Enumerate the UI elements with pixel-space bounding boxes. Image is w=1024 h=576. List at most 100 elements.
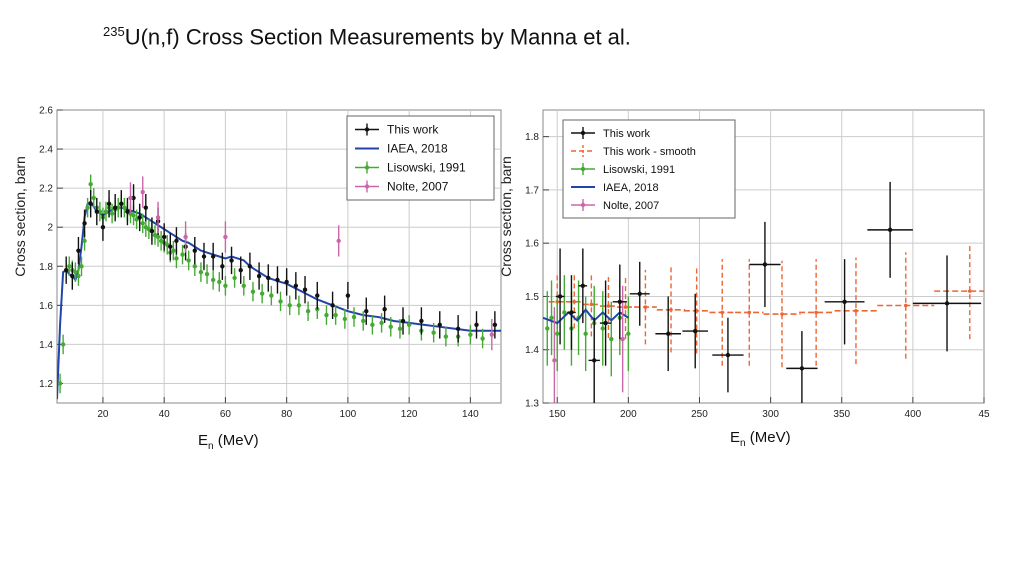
chart-2-ytick-label-1: 1.4 bbox=[525, 345, 539, 356]
chart-1-lisowski-point-6 bbox=[76, 273, 81, 279]
chart-1-this_work-point-37 bbox=[382, 307, 387, 312]
chart-2-smooth-point-4 bbox=[623, 305, 628, 309]
chart-1-this_work-point-6 bbox=[100, 225, 106, 230]
chart-1-lisowski-point-5 bbox=[73, 269, 78, 275]
chart-1-this_work-point-8 bbox=[112, 205, 118, 210]
chart-2-lisowski-point-2 bbox=[555, 331, 560, 336]
chart-2-legend-label-1: This work - smooth bbox=[603, 146, 696, 158]
chart-2-lisowski-point-3 bbox=[562, 310, 567, 315]
chart-1-this_work-point-39 bbox=[419, 318, 424, 324]
chart-1-lisowski-point-64 bbox=[388, 324, 393, 330]
chart-1-this_work-point-33 bbox=[315, 293, 320, 298]
chart-1-this_work-point-25 bbox=[238, 267, 243, 273]
chart-1-ytick-label-3: 1.8 bbox=[39, 262, 53, 273]
chart-2-lisowski-point-9 bbox=[609, 336, 614, 342]
chart-1-this_work-point-23 bbox=[220, 264, 225, 269]
chart-1-this_work-point-20 bbox=[192, 248, 197, 253]
chart-1-lisowski-point-17 bbox=[109, 211, 115, 216]
chart-1-ytick-label-1: 1.4 bbox=[39, 340, 53, 351]
chart-1-lisowski-point-24 bbox=[131, 213, 136, 218]
chart-1-legend-dot-3 bbox=[364, 184, 370, 189]
chart-1-this_work-point-30 bbox=[284, 279, 289, 285]
chart-2-legend-label-4: Nolte, 2007 bbox=[603, 200, 659, 212]
chart-2-smooth-point-8 bbox=[720, 310, 725, 315]
chart1-xlabel-main: E bbox=[198, 432, 209, 449]
chart-2-this_work-point-5 bbox=[617, 299, 623, 304]
chart2-xlabel-unit: (MeV) bbox=[745, 429, 791, 446]
chart-2-this_work-point-10 bbox=[762, 262, 768, 267]
chart-1-lisowski-point-47 bbox=[232, 275, 237, 281]
chart-1-this_work-point-28 bbox=[266, 275, 271, 281]
chart-2-this_work-point-3 bbox=[592, 358, 597, 363]
chart-2-smooth-point-3 bbox=[606, 304, 611, 308]
chart-1-lisowski-point-58 bbox=[333, 312, 338, 318]
chart-1-legend: This work IAEA, 2018 Lisowski, 1991 Nolte, … bbox=[346, 115, 495, 201]
chart-1-lisowski-point-49 bbox=[250, 289, 256, 294]
chart-1-lisowski-point-9 bbox=[85, 205, 90, 210]
chart-2-xtick-label-2: 250 bbox=[691, 409, 708, 420]
chart-1-lisowski-point-45 bbox=[217, 279, 222, 285]
chart-1-ytick-label-7: 2.6 bbox=[39, 106, 53, 117]
chart-1-nolte-point-4 bbox=[223, 234, 228, 240]
chart-1-ytick-label-4: 2 bbox=[47, 223, 53, 234]
chart-1-this_work-point-36 bbox=[364, 308, 369, 314]
chart-1-this_work-point-29 bbox=[275, 277, 280, 283]
chart-1-iaea-line bbox=[57, 200, 501, 400]
chart-2-this_work-point-2 bbox=[580, 283, 586, 288]
chart-1-lisowski-point-0 bbox=[57, 381, 63, 386]
chart2-xlabel-sub: n bbox=[740, 438, 746, 449]
chart-1-this_work-point-2 bbox=[76, 248, 81, 253]
chart-1-nolte-point-5 bbox=[336, 238, 341, 244]
chart-1-this_work-point-4 bbox=[88, 201, 93, 206]
chart-1-nolte-point-0 bbox=[128, 195, 133, 201]
chart-1-ytick-label-2: 1.6 bbox=[39, 301, 53, 312]
chart-2-smooth-point-2 bbox=[589, 302, 594, 307]
chart-1-lisowski-point-57 bbox=[324, 312, 329, 318]
chart-2-this_work-point-1 bbox=[569, 310, 574, 315]
chart-2-smooth-point-5 bbox=[643, 305, 648, 309]
chart-1-lisowski-point-55 bbox=[305, 308, 311, 314]
chart-1-nolte-point-1 bbox=[140, 189, 145, 195]
chart-1-legend-label-3: Nolte, 2007 bbox=[387, 180, 449, 194]
chart-1-lisowski-point-61 bbox=[361, 318, 366, 324]
chart-1-this_work-point-31 bbox=[293, 283, 299, 288]
chart-1-lisowski-point-1 bbox=[60, 342, 66, 347]
chart-1-this_work-point-3 bbox=[82, 221, 87, 226]
chart-1-this_work-point-43 bbox=[492, 322, 498, 328]
chart-1-nolte-point-6 bbox=[489, 332, 495, 337]
chart-1-this_work-point-1 bbox=[70, 273, 75, 279]
chart-2-this_work-point-11 bbox=[799, 366, 805, 371]
chart-2-legend-dot-2 bbox=[580, 166, 586, 172]
chart-2-iaea-line bbox=[543, 308, 629, 325]
chart-1-this_work-point-0 bbox=[63, 267, 69, 273]
chart-2-xtick-label-1: 200 bbox=[620, 409, 637, 420]
chart-1-this_work-point-26 bbox=[247, 264, 253, 269]
chart-1-xtick-label-1: 40 bbox=[159, 409, 171, 420]
chart-1-xtick-label-5: 120 bbox=[401, 409, 418, 420]
chart1-xlabel-sub: n bbox=[208, 441, 214, 452]
chart2-xlabel: En (MeV) bbox=[730, 429, 791, 449]
chart-1-lisowski-point-66 bbox=[406, 322, 412, 328]
chart-2-ytick-label-0: 1.3 bbox=[525, 399, 539, 410]
chart-1-xtick-label-3: 80 bbox=[281, 409, 293, 420]
chart-1-this_work-point-22 bbox=[210, 254, 216, 259]
chart-1-lisowski-point-21 bbox=[122, 205, 127, 210]
chart-2-smooth-point-6 bbox=[669, 307, 673, 312]
chart-1-lisowski-point-44 bbox=[210, 277, 216, 283]
chart-1-this_work-point-10 bbox=[125, 209, 130, 214]
chart-1-data-area bbox=[57, 174, 501, 400]
chart-2-nolte-point-1 bbox=[620, 336, 625, 342]
chart-1-lisowski-point-59 bbox=[342, 316, 348, 322]
chart-1-this_work-point-7 bbox=[106, 201, 112, 206]
chart-1-lisowski-point-65 bbox=[397, 326, 403, 331]
chart-1-this_work-point-21 bbox=[201, 254, 207, 259]
chart-1-legend-dot-2 bbox=[364, 165, 370, 170]
chart-2-smooth-point-1 bbox=[572, 299, 577, 304]
chart-2-smooth-point-9 bbox=[747, 310, 752, 315]
chart2-xlabel-main: E bbox=[730, 429, 741, 446]
chart-1-lisowski-point-15 bbox=[103, 209, 109, 214]
chart-1-this_work-point-34 bbox=[330, 303, 335, 308]
chart-1-this_work-point-41 bbox=[455, 326, 461, 331]
chart-1-this_work-point-38 bbox=[400, 318, 406, 324]
chart-2-legend-label-2: Lisowski, 1991 bbox=[603, 164, 675, 176]
